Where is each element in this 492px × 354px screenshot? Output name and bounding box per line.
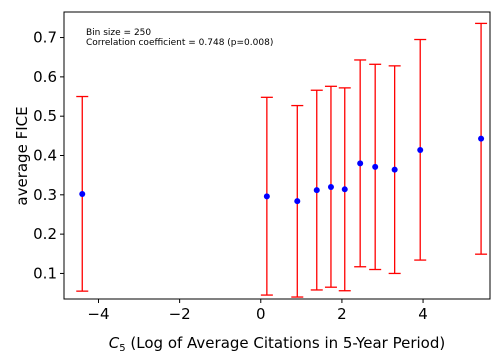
data-point-group <box>324 85 337 288</box>
data-point <box>478 135 485 142</box>
y-tick-label: 0.7 <box>33 29 57 47</box>
plot-frame <box>63 11 491 300</box>
data-point <box>417 146 424 153</box>
y-tick-label: 0.6 <box>33 68 57 86</box>
x-axis-label-subscript: 5 <box>119 343 125 354</box>
x-axis-label-text: (Log of Average Citations in 5-Year Peri… <box>126 334 446 352</box>
x-tick-label: −2 <box>169 305 191 323</box>
data-point-group <box>388 65 401 275</box>
x-axis-ticks: −4 −2 0 2 4 <box>87 299 428 323</box>
x-tick-label: 0 <box>256 305 266 323</box>
data-point-group <box>369 63 382 271</box>
data-point-group <box>414 38 427 261</box>
data-point <box>372 163 379 170</box>
data-point <box>391 166 398 173</box>
y-axis-label: average FICE <box>13 106 31 205</box>
data-point-group <box>354 59 367 268</box>
data-point-group <box>76 95 89 292</box>
data-point <box>341 186 348 193</box>
x-axis-label: C5 (Log of Average Citations in 5-Year P… <box>109 334 445 354</box>
data-point <box>263 193 270 200</box>
x-tick-label: 2 <box>337 305 347 323</box>
x-axis-label-symbol: C <box>109 334 120 352</box>
y-tick-label: 0.5 <box>33 107 57 125</box>
y-tick-label: 0.1 <box>33 264 57 282</box>
data-point <box>79 191 86 198</box>
data-point <box>294 198 301 205</box>
data-point-group <box>310 89 323 291</box>
data-point <box>313 187 320 194</box>
data-point <box>357 160 364 167</box>
annotation-correlation: Correlation coefficient = 0.748 (p=0.008… <box>86 38 273 48</box>
data-point-group <box>475 22 488 255</box>
y-tick-label: 0.3 <box>33 186 57 204</box>
data-point-group <box>260 96 273 296</box>
y-tick-label: 0.2 <box>33 225 57 243</box>
data-point-group <box>338 87 351 292</box>
chart-marks <box>76 22 488 298</box>
x-tick-label: 4 <box>418 305 428 323</box>
x-tick-label: −4 <box>87 305 109 323</box>
y-tick-label: 0.4 <box>33 147 57 165</box>
annotation-bin-size: Bin size = 250 <box>86 28 151 38</box>
data-point-group <box>291 104 304 298</box>
data-point <box>327 183 334 190</box>
y-axis-ticks: 0.1 0.2 0.3 0.4 0.5 0.6 0.7 <box>33 29 64 282</box>
